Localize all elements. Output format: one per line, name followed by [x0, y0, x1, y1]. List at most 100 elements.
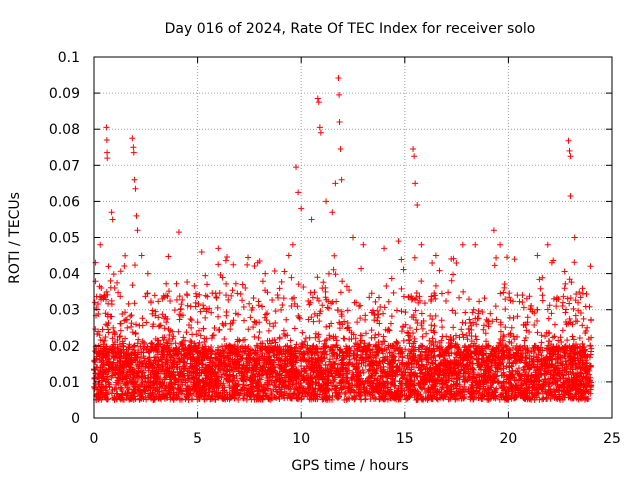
data-point — [310, 318, 317, 325]
data-point — [558, 338, 565, 345]
data-point — [108, 350, 115, 357]
data-point — [388, 313, 395, 320]
data-point — [267, 374, 274, 381]
data-point — [484, 362, 491, 369]
data-point — [510, 315, 517, 322]
data-point — [315, 297, 322, 304]
data-point — [206, 305, 213, 312]
data-point — [124, 324, 131, 331]
data-point — [466, 329, 473, 336]
data-point — [322, 362, 329, 369]
data-point — [466, 296, 473, 303]
data-point — [492, 303, 499, 310]
data-point — [412, 307, 419, 314]
data-point — [564, 295, 571, 302]
data-point — [96, 293, 103, 300]
data-point — [579, 322, 586, 329]
data-point — [537, 285, 544, 292]
data-point — [103, 343, 110, 350]
data-point — [470, 306, 477, 313]
data-point — [298, 363, 305, 370]
data-point — [432, 312, 439, 319]
data-point — [398, 256, 405, 263]
data-point — [180, 334, 187, 341]
data-point — [339, 278, 346, 285]
data-point — [531, 322, 538, 329]
data-point — [349, 374, 356, 381]
data-point — [219, 320, 226, 327]
data-point — [399, 324, 406, 331]
data-point — [250, 324, 257, 331]
data-point — [257, 376, 264, 383]
data-point — [210, 331, 217, 338]
data-point — [215, 313, 222, 320]
data-point — [200, 325, 207, 332]
data-point — [407, 333, 414, 340]
data-point — [94, 331, 101, 338]
data-point — [117, 268, 124, 275]
data-point — [307, 289, 314, 296]
data-point — [320, 279, 327, 286]
data-point — [416, 293, 423, 300]
data-point — [316, 338, 323, 345]
data-point — [230, 374, 237, 381]
data-point — [311, 289, 318, 296]
data-point — [378, 341, 385, 348]
data-point — [240, 317, 247, 324]
data-point — [200, 302, 207, 309]
chart-title: Day 016 of 2024, Rate Of TEC Index for r… — [165, 21, 536, 37]
data-point — [476, 298, 483, 305]
data-point — [461, 366, 468, 373]
data-point — [188, 339, 195, 346]
data-point — [381, 369, 388, 376]
data-point — [466, 344, 473, 351]
data-point — [127, 313, 134, 320]
data-point — [182, 337, 189, 344]
data-point — [176, 316, 183, 323]
data-point — [400, 337, 407, 344]
data-point — [155, 323, 162, 330]
data-point — [215, 362, 222, 369]
data-point — [245, 326, 252, 333]
data-point — [544, 306, 551, 313]
data-point — [371, 312, 378, 319]
data-point — [495, 378, 502, 385]
data-point — [223, 292, 230, 299]
data-point — [325, 270, 332, 277]
data-point — [177, 305, 184, 312]
data-point — [522, 334, 529, 341]
data-point — [361, 392, 368, 399]
data-point — [520, 321, 527, 328]
data-point — [240, 304, 247, 311]
data-point — [579, 285, 586, 292]
data-point — [562, 280, 569, 287]
data-point — [220, 322, 227, 329]
data-point — [458, 326, 465, 333]
data-point — [96, 332, 103, 339]
data-point — [462, 309, 469, 316]
data-point — [312, 334, 319, 341]
data-point — [245, 254, 252, 261]
data-point — [270, 373, 277, 380]
data-point — [570, 305, 577, 312]
data-point — [418, 348, 425, 355]
data-point — [569, 321, 576, 328]
data-point — [587, 263, 594, 270]
data-point — [368, 327, 375, 334]
data-point — [256, 329, 263, 336]
data-point — [362, 316, 369, 323]
data-point — [455, 344, 462, 351]
data-point — [429, 360, 436, 367]
data-point — [483, 338, 490, 345]
data-point — [507, 297, 514, 304]
data-point — [131, 262, 138, 269]
data-point — [230, 317, 237, 324]
data-point — [566, 300, 573, 307]
data-point — [439, 333, 446, 340]
data-point — [474, 371, 481, 378]
data-point — [418, 310, 425, 317]
data-point — [501, 284, 508, 291]
data-point — [195, 301, 202, 308]
